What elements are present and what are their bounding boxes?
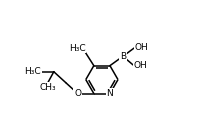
Text: H₃C: H₃C <box>24 67 41 76</box>
Text: CH₃: CH₃ <box>39 83 56 92</box>
Text: OH: OH <box>133 61 147 70</box>
Text: B: B <box>120 52 126 61</box>
Text: N: N <box>106 89 113 98</box>
Text: H₃C: H₃C <box>69 44 85 53</box>
Text: OH: OH <box>135 43 149 52</box>
Text: O: O <box>74 89 81 98</box>
